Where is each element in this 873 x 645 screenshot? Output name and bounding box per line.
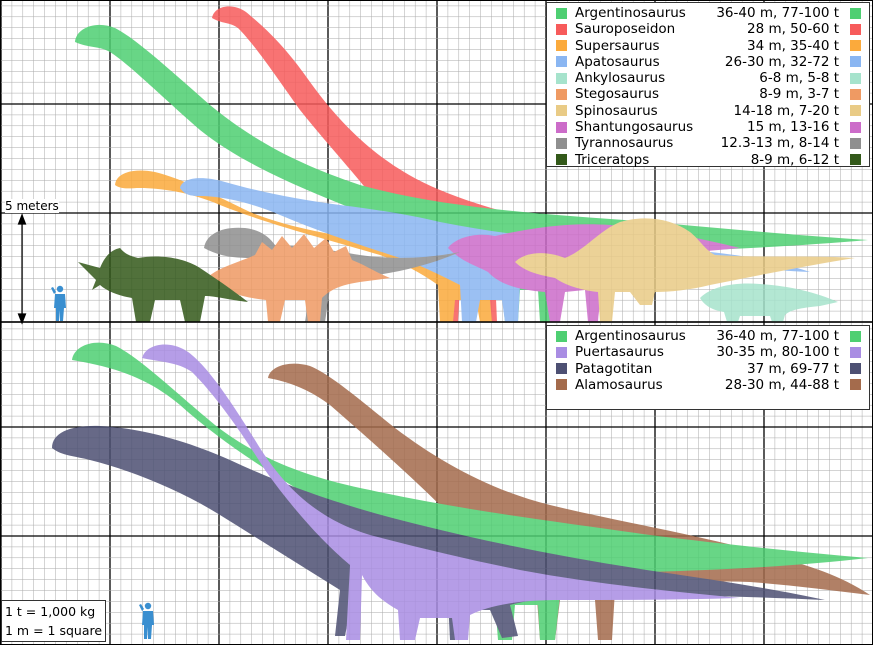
legend-swatch	[556, 121, 567, 133]
legend-swatch	[850, 330, 861, 342]
legend-name: Spinosaurus	[575, 102, 658, 119]
legend-entry: Shantungosaurus 15 m, 13-16 t	[547, 119, 869, 135]
legend-swatch	[850, 154, 861, 166]
legend-swatch	[850, 363, 861, 375]
legend-entry: Argentinosaurus 36-40 m, 77-100 t	[547, 5, 869, 21]
legend-entry: Argentinosaurus 36-40 m, 77-100 t	[547, 328, 869, 344]
legend-name: Stegosaurus	[575, 86, 659, 103]
legend-swatch	[556, 137, 567, 149]
legend-swatch	[850, 346, 861, 358]
legend-entry: Apatosaurus 26-30 m, 32-72 t	[547, 54, 869, 70]
legend-swatch	[556, 379, 567, 391]
legend-size: 14-18 m, 7-20 t	[733, 102, 839, 119]
legend-size: 6-8 m, 5-8 t	[759, 70, 839, 87]
scale-arrow-icon	[17, 213, 27, 325]
legend-entry: Stegosaurus 8-9 m, 3-7 t	[547, 86, 869, 102]
legend-size: 28-30 m, 44-88 t	[724, 376, 839, 393]
legend-entry: Sauroposeidon 28 m, 50-60 t	[547, 21, 869, 37]
puertasaurus-silhouette	[142, 344, 740, 640]
legend-name: Argentinosaurus	[575, 328, 686, 344]
bottom-legend: Argentinosaurus 36-40 m, 77-100 t Puertasa…	[546, 325, 870, 410]
legend-size: 8-9 m, 3-7 t	[759, 86, 839, 103]
legend-name: Alamosaurus	[575, 376, 663, 393]
patagotitan-silhouette	[52, 425, 825, 640]
weight-unit-note: 1 t = 1,000 kg	[5, 604, 96, 619]
legend-swatch	[556, 23, 567, 35]
scale-label: 5 meters	[5, 199, 59, 213]
legend-entry: Ankylosaurus 6-8 m, 5-8 t	[547, 70, 869, 86]
legend-size: 30-35 m, 80-100 t	[716, 344, 839, 361]
legend-entry: Alamosaurus 28-30 m, 44-88 t	[547, 377, 869, 393]
supersaurus-silhouette	[115, 170, 560, 322]
legend-size: 36-40 m, 77-100 t	[716, 5, 839, 21]
legend-name: Sauroposeidon	[575, 21, 676, 38]
legend-size: 26-30 m, 32-72 t	[724, 53, 839, 70]
legend-swatch	[556, 346, 567, 358]
legend-size: 37 m, 69-77 t	[746, 360, 839, 377]
legend-swatch	[850, 23, 861, 35]
legend-swatch	[850, 40, 861, 52]
legend-name: Patagotitan	[575, 360, 653, 377]
legend-entry: Puertasaurus 30-35 m, 80-100 t	[547, 344, 869, 360]
legend-swatch	[850, 56, 861, 68]
legend-swatch	[556, 40, 567, 52]
units-note: 1 t = 1,000 kg 1 m = 1 square	[1, 600, 107, 642]
top-legend: Argentinosaurus 36-40 m, 77-100 t Sauropos…	[546, 2, 870, 168]
legend-size: 8-9 m, 6-12 t	[750, 151, 839, 168]
alamosaurus-silhouette	[268, 363, 870, 640]
argentinosaurus-bottom-silhouette	[72, 342, 868, 640]
legend-name: Supersaurus	[575, 37, 660, 54]
legend-entry: Spinosaurus 14-18 m, 7-20 t	[547, 103, 869, 119]
bottom-panel-silhouettes	[52, 342, 870, 640]
legend-swatch	[850, 7, 861, 19]
top-panel-silhouettes	[75, 6, 868, 323]
legend-swatch	[850, 72, 861, 84]
legend-swatch	[556, 56, 567, 68]
legend-name: Shantungosaurus	[575, 119, 694, 136]
legend-size: 12.3-13 m, 8-14 t	[720, 135, 839, 152]
legend-swatch	[556, 7, 567, 19]
legend-name: Ankylosaurus	[575, 70, 666, 87]
spinosaurus-silhouette	[515, 218, 855, 322]
legend-swatch	[850, 379, 861, 391]
legend-swatch	[556, 154, 567, 166]
legend-name: Puertasaurus	[575, 344, 664, 361]
legend-swatch	[850, 88, 861, 100]
legend-swatch	[556, 105, 567, 117]
stegosaurus-silhouette	[205, 234, 390, 322]
length-unit-note: 1 m = 1 square	[5, 623, 103, 638]
legend-entry: Patagotitan 37 m, 69-77 t	[547, 361, 869, 377]
legend-size: 36-40 m, 77-100 t	[716, 328, 839, 344]
legend-name: Argentinosaurus	[575, 5, 686, 21]
human-figure-icon	[139, 602, 154, 639]
legend-name: Apatosaurus	[575, 53, 660, 70]
legend-swatch	[556, 88, 567, 100]
triceratops-silhouette	[78, 248, 248, 322]
legend-entry: Supersaurus 34 m, 35-40 t	[547, 38, 869, 54]
legend-size: 28 m, 50-60 t	[746, 21, 839, 38]
legend-swatch	[850, 121, 861, 133]
human-figure-icon	[51, 285, 66, 321]
legend-size: 15 m, 13-16 t	[746, 119, 839, 136]
ankylosaurus-silhouette	[700, 283, 838, 322]
legend-swatch	[850, 105, 861, 117]
legend-entry: Triceratops 8-9 m, 6-12 t	[547, 152, 869, 168]
legend-swatch	[850, 137, 861, 149]
legend-entry: Tyrannosaurus 12.3-13 m, 8-14 t	[547, 135, 869, 151]
legend-name: Triceratops	[575, 151, 650, 168]
legend-swatch	[556, 330, 567, 342]
legend-swatch	[556, 72, 567, 84]
legend-swatch	[556, 363, 567, 375]
legend-size: 34 m, 35-40 t	[746, 37, 839, 54]
legend-name: Tyrannosaurus	[575, 135, 674, 152]
